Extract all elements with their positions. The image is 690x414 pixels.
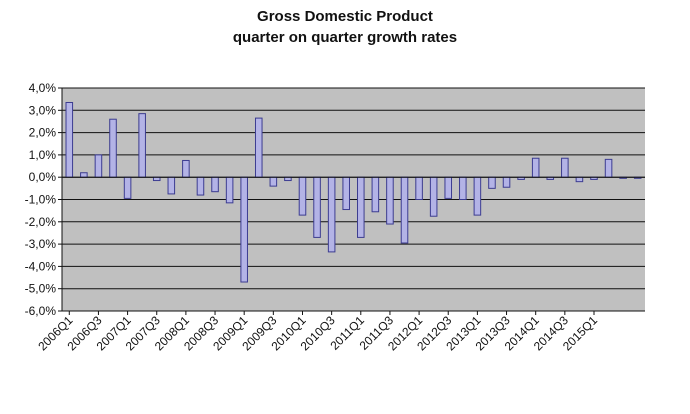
y-tick-label: 3,0% (29, 103, 57, 117)
bar (123, 176, 132, 199)
chart-subtitle: quarter on quarter growth rates (232, 29, 458, 46)
bar (531, 157, 540, 178)
bar (138, 113, 146, 178)
bar (473, 176, 482, 216)
y-tick-label: -2,0% (25, 215, 57, 229)
y-tick-label: 4,0% (29, 81, 57, 95)
y-tick-label: -4,0% (25, 259, 57, 273)
bar (94, 154, 103, 178)
bar (109, 118, 117, 178)
bar (196, 176, 205, 196)
bar (269, 176, 278, 187)
bar (342, 176, 350, 211)
bar (604, 158, 613, 178)
bar (313, 176, 321, 238)
bar (167, 176, 176, 195)
y-tick-label: -5,0% (25, 282, 57, 296)
bar (298, 176, 307, 216)
bar (357, 176, 365, 238)
y-tick-label: 1,0% (29, 148, 57, 162)
bar (211, 176, 219, 193)
y-tick-label: -1,0% (25, 193, 57, 207)
bar (561, 157, 569, 178)
bar (575, 176, 584, 183)
bar (371, 176, 380, 213)
bar (80, 172, 88, 178)
bar (182, 159, 190, 178)
bar (400, 176, 409, 244)
bar (254, 117, 263, 178)
bar (225, 176, 234, 204)
bar (488, 176, 496, 189)
bar (284, 176, 292, 182)
bar (240, 176, 248, 283)
bar (152, 176, 161, 182)
bar (459, 176, 467, 200)
y-tick-label: 0,0% (29, 170, 57, 184)
y-tick-label: -3,0% (25, 237, 57, 251)
y-tick-label: -6,0% (25, 304, 57, 318)
bar (429, 176, 438, 217)
bar (65, 101, 74, 178)
bar (327, 176, 336, 253)
y-tick-label: 2,0% (29, 126, 57, 140)
bar (444, 176, 453, 199)
chart-title-block: Gross Domestic Product quarter on quarte… (0, 6, 690, 48)
bar (502, 176, 511, 188)
chart-title: Gross Domestic Product (257, 8, 433, 25)
bar (415, 176, 423, 200)
bar (386, 176, 394, 225)
